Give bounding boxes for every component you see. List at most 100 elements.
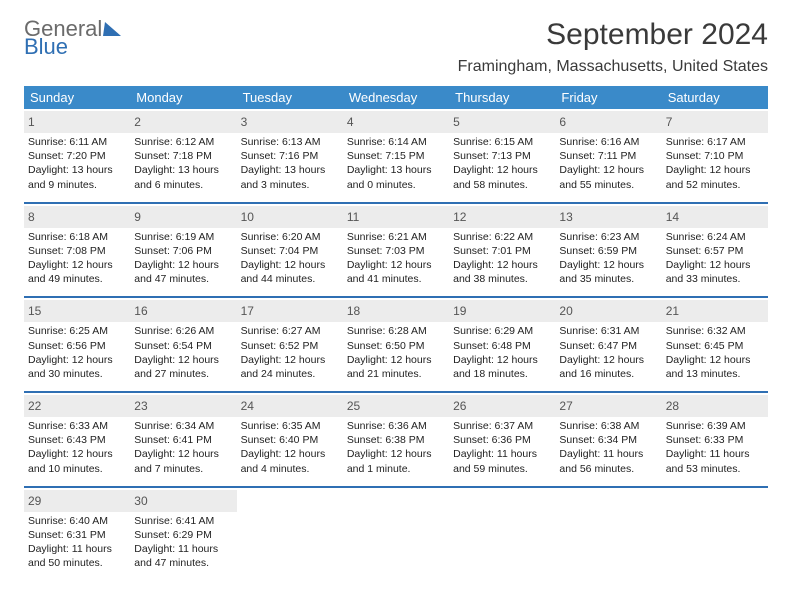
sunrise-text: Sunrise: 6:28 AM xyxy=(347,324,445,338)
day-cell: 26Sunrise: 6:37 AMSunset: 6:36 PMDayligh… xyxy=(449,393,555,486)
daylight-text: Daylight: 13 hours xyxy=(28,163,126,177)
day-cell: 9Sunrise: 6:19 AMSunset: 7:06 PMDaylight… xyxy=(130,204,236,297)
day-number-row: 11 xyxy=(343,206,449,228)
daylight-text: Daylight: 12 hours xyxy=(453,163,551,177)
day-number: 15 xyxy=(28,304,41,318)
daylight-text: Daylight: 12 hours xyxy=(666,163,764,177)
sunset-text: Sunset: 6:50 PM xyxy=(347,339,445,353)
day-number-row: 28 xyxy=(662,395,768,417)
daylight-text: Daylight: 12 hours xyxy=(241,258,339,272)
day-number: 28 xyxy=(666,399,679,413)
day-cell: 1Sunrise: 6:11 AMSunset: 7:20 PMDaylight… xyxy=(24,109,130,202)
sunrise-text: Sunrise: 6:18 AM xyxy=(28,230,126,244)
daylight-text: and 35 minutes. xyxy=(559,272,657,286)
sunrise-text: Sunrise: 6:31 AM xyxy=(559,324,657,338)
daylight-text: Daylight: 12 hours xyxy=(666,353,764,367)
day-number-row: 3 xyxy=(237,111,343,133)
day-number: 5 xyxy=(453,115,460,129)
daylight-text: and 47 minutes. xyxy=(134,272,232,286)
day-number: 25 xyxy=(347,399,360,413)
sunset-text: Sunset: 6:41 PM xyxy=(134,433,232,447)
dow-thursday: Thursday xyxy=(449,86,555,109)
day-number-row: 19 xyxy=(449,300,555,322)
sunrise-text: Sunrise: 6:26 AM xyxy=(134,324,232,338)
day-cell: 20Sunrise: 6:31 AMSunset: 6:47 PMDayligh… xyxy=(555,298,661,391)
sunset-text: Sunset: 6:38 PM xyxy=(347,433,445,447)
week-row: 29Sunrise: 6:40 AMSunset: 6:31 PMDayligh… xyxy=(24,488,768,581)
sunrise-text: Sunrise: 6:24 AM xyxy=(666,230,764,244)
sunset-text: Sunset: 7:10 PM xyxy=(666,149,764,163)
sunset-text: Sunset: 6:40 PM xyxy=(241,433,339,447)
sunrise-text: Sunrise: 6:20 AM xyxy=(241,230,339,244)
sunset-text: Sunset: 6:31 PM xyxy=(28,528,126,542)
sunrise-text: Sunrise: 6:35 AM xyxy=(241,419,339,433)
day-number: 16 xyxy=(134,304,147,318)
daylight-text: and 30 minutes. xyxy=(28,367,126,381)
daylight-text: Daylight: 12 hours xyxy=(347,447,445,461)
dow-monday: Monday xyxy=(130,86,236,109)
daylight-text: and 47 minutes. xyxy=(134,556,232,570)
daylight-text: Daylight: 12 hours xyxy=(559,353,657,367)
sunrise-text: Sunrise: 6:13 AM xyxy=(241,135,339,149)
day-number-row: 9 xyxy=(130,206,236,228)
sunrise-text: Sunrise: 6:16 AM xyxy=(559,135,657,149)
sunset-text: Sunset: 7:15 PM xyxy=(347,149,445,163)
day-cell: 30Sunrise: 6:41 AMSunset: 6:29 PMDayligh… xyxy=(130,488,236,581)
day-cell xyxy=(662,488,768,581)
day-number: 18 xyxy=(347,304,360,318)
day-number-row: 14 xyxy=(662,206,768,228)
sunrise-text: Sunrise: 6:33 AM xyxy=(28,419,126,433)
day-cell: 24Sunrise: 6:35 AMSunset: 6:40 PMDayligh… xyxy=(237,393,343,486)
day-number: 7 xyxy=(666,115,673,129)
daylight-text: and 6 minutes. xyxy=(134,178,232,192)
daylight-text: Daylight: 12 hours xyxy=(347,353,445,367)
logo: General Blue xyxy=(24,18,122,58)
sunset-text: Sunset: 7:01 PM xyxy=(453,244,551,258)
daylight-text: and 53 minutes. xyxy=(666,462,764,476)
daylight-text: and 50 minutes. xyxy=(28,556,126,570)
sunset-text: Sunset: 7:13 PM xyxy=(453,149,551,163)
day-number: 1 xyxy=(28,115,35,129)
sunrise-text: Sunrise: 6:27 AM xyxy=(241,324,339,338)
daylight-text: Daylight: 11 hours xyxy=(134,542,232,556)
dow-saturday: Saturday xyxy=(662,86,768,109)
day-of-week-header: Sunday Monday Tuesday Wednesday Thursday… xyxy=(24,86,768,109)
sunrise-text: Sunrise: 6:22 AM xyxy=(453,230,551,244)
dow-friday: Friday xyxy=(555,86,661,109)
day-number: 29 xyxy=(28,494,41,508)
day-cell: 2Sunrise: 6:12 AMSunset: 7:18 PMDaylight… xyxy=(130,109,236,202)
sunset-text: Sunset: 6:43 PM xyxy=(28,433,126,447)
daylight-text: and 41 minutes. xyxy=(347,272,445,286)
day-cell: 19Sunrise: 6:29 AMSunset: 6:48 PMDayligh… xyxy=(449,298,555,391)
sunrise-text: Sunrise: 6:39 AM xyxy=(666,419,764,433)
day-cell: 25Sunrise: 6:36 AMSunset: 6:38 PMDayligh… xyxy=(343,393,449,486)
daylight-text: and 9 minutes. xyxy=(28,178,126,192)
day-number: 21 xyxy=(666,304,679,318)
day-cell: 4Sunrise: 6:14 AMSunset: 7:15 PMDaylight… xyxy=(343,109,449,202)
day-number: 22 xyxy=(28,399,41,413)
day-number-row: 12 xyxy=(449,206,555,228)
calendar-grid: Sunday Monday Tuesday Wednesday Thursday… xyxy=(24,86,768,580)
day-number: 14 xyxy=(666,210,679,224)
week-row: 15Sunrise: 6:25 AMSunset: 6:56 PMDayligh… xyxy=(24,298,768,393)
daylight-text: Daylight: 12 hours xyxy=(28,353,126,367)
day-number: 3 xyxy=(241,115,248,129)
daylight-text: Daylight: 13 hours xyxy=(134,163,232,177)
sunset-text: Sunset: 7:03 PM xyxy=(347,244,445,258)
day-cell: 15Sunrise: 6:25 AMSunset: 6:56 PMDayligh… xyxy=(24,298,130,391)
sunset-text: Sunset: 6:45 PM xyxy=(666,339,764,353)
day-cell: 16Sunrise: 6:26 AMSunset: 6:54 PMDayligh… xyxy=(130,298,236,391)
day-cell: 22Sunrise: 6:33 AMSunset: 6:43 PMDayligh… xyxy=(24,393,130,486)
day-number-row: 24 xyxy=(237,395,343,417)
day-cell: 23Sunrise: 6:34 AMSunset: 6:41 PMDayligh… xyxy=(130,393,236,486)
sunrise-text: Sunrise: 6:15 AM xyxy=(453,135,551,149)
sunrise-text: Sunrise: 6:21 AM xyxy=(347,230,445,244)
day-cell: 17Sunrise: 6:27 AMSunset: 6:52 PMDayligh… xyxy=(237,298,343,391)
day-number-row: 20 xyxy=(555,300,661,322)
daylight-text: Daylight: 12 hours xyxy=(666,258,764,272)
daylight-text: Daylight: 12 hours xyxy=(134,447,232,461)
day-number: 10 xyxy=(241,210,254,224)
day-number: 8 xyxy=(28,210,35,224)
daylight-text: Daylight: 12 hours xyxy=(347,258,445,272)
daylight-text: and 55 minutes. xyxy=(559,178,657,192)
